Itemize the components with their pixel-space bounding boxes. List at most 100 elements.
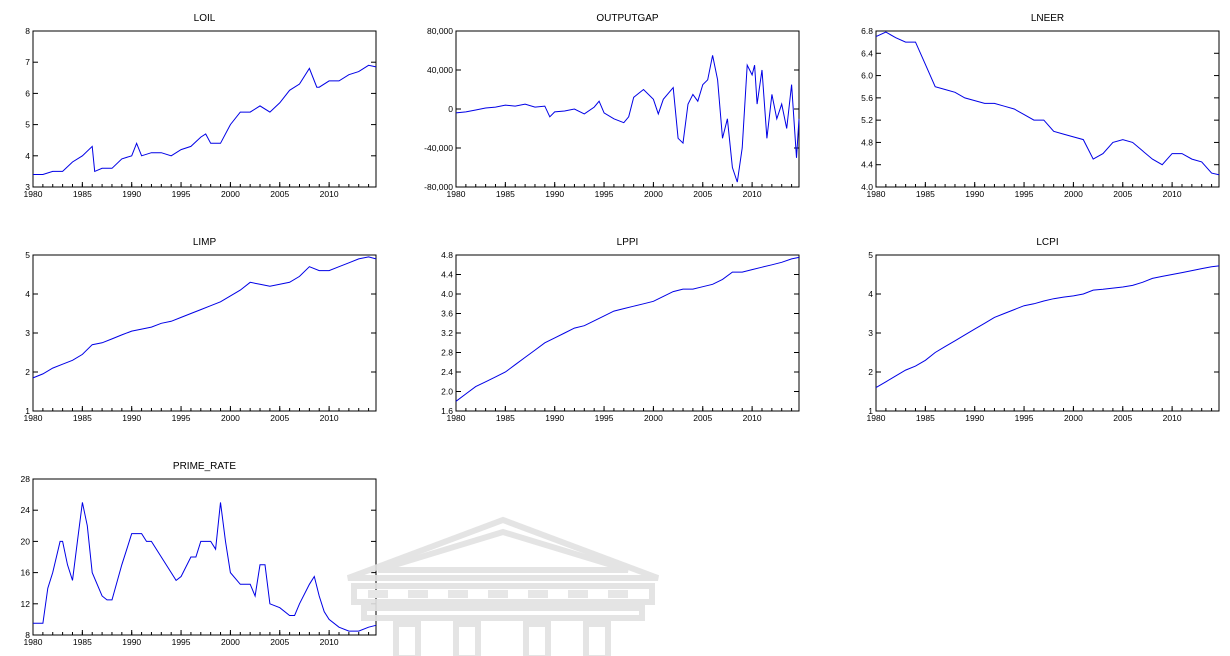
y-tick-label: 1	[25, 406, 30, 416]
plot-frame	[32, 478, 377, 636]
y-tick-label: 4.8	[441, 250, 453, 260]
x-tick-label: 1990	[122, 413, 141, 423]
y-tick-label: 4.8	[861, 137, 873, 147]
y-tick-label: 16	[21, 568, 31, 578]
chart-panel-3: LIMP 1 2 3 4 5 1980 1985 1990 1995 2000 2005 2010	[24, 237, 377, 423]
x-tick-label: 1995	[172, 413, 191, 423]
y-tick-label: 3	[25, 182, 30, 192]
y-tick-label: 4.0	[441, 289, 453, 299]
y-tick-label: 4	[25, 289, 30, 299]
plot-frame	[455, 254, 800, 412]
chart-title: LCPI	[1036, 237, 1058, 248]
y-tick-label: -80,000	[424, 182, 453, 192]
y-tick-label: 3	[25, 328, 30, 338]
y-tick-label: 8	[25, 630, 30, 640]
plot-frame	[32, 254, 377, 412]
series-line-0	[455, 256, 800, 402]
chart-panel-2: LNEER 4.0 4.4 4.8 5.2 5.6 6.0 6.4 6.8 1980 1985 199…	[861, 13, 1220, 199]
x-tick-label: 1985	[916, 413, 935, 423]
x-tick-label: 1985	[496, 413, 515, 423]
plot-frame	[32, 30, 377, 188]
chart-panel-0: LOIL 3 4 5 6 7 8 1980 1985 1990 1995 2000 2005 2010	[24, 13, 377, 199]
x-tick-label: 2010	[743, 189, 762, 199]
y-tick-label: 5	[868, 250, 873, 260]
x-tick-label: 1980	[867, 189, 886, 199]
x-tick-label: 1980	[867, 413, 886, 423]
x-tick-label: 1990	[545, 189, 564, 199]
y-tick-label: 7	[25, 57, 30, 67]
x-tick-label: 1995	[172, 189, 191, 199]
y-tick-label: 4.4	[861, 160, 873, 170]
y-tick-label: 3.6	[441, 309, 453, 319]
chart-title: PRIME_RATE	[173, 461, 236, 472]
y-tick-label: 6	[25, 88, 30, 98]
chart-panel-6: PRIME_RATE 8 12 16 20 24 28 1980 1985 1990 1995 200…	[21, 461, 377, 647]
x-tick-label: 1985	[73, 637, 92, 647]
y-tick-label: 4	[25, 151, 30, 161]
x-tick-label: 1995	[595, 189, 614, 199]
series-line-0	[33, 502, 377, 632]
x-tick-label: 2010	[1163, 189, 1182, 199]
chart-panel-4: LPPI 1.6 2.0 2.4 2.8 3.2 3.6 4.0 4.4 4.8 1980 1985 1…	[441, 237, 800, 423]
y-tick-label: 3	[868, 328, 873, 338]
y-tick-label: 6.4	[861, 48, 873, 58]
plot-frame	[455, 30, 800, 188]
y-tick-label: 40,000	[427, 65, 453, 75]
x-tick-label: 2010	[1163, 413, 1182, 423]
x-tick-label: 1980	[24, 189, 43, 199]
x-tick-label: 2000	[1064, 413, 1083, 423]
x-tick-label: 2000	[221, 413, 240, 423]
y-tick-label: 3.2	[441, 328, 453, 338]
x-tick-label: 1995	[1015, 413, 1034, 423]
x-tick-label: 1995	[595, 413, 614, 423]
y-tick-label: 4.0	[861, 182, 873, 192]
y-tick-label: 1	[868, 406, 873, 416]
x-tick-label: 2005	[270, 413, 289, 423]
x-tick-label: 2005	[693, 189, 712, 199]
y-tick-label: 12	[21, 599, 31, 609]
x-tick-label: 1985	[73, 189, 92, 199]
x-tick-label: 2005	[693, 413, 712, 423]
x-tick-label: 2005	[270, 637, 289, 647]
x-tick-label: 1980	[447, 189, 466, 199]
x-tick-label: 2000	[221, 189, 240, 199]
x-tick-label: 2010	[320, 637, 339, 647]
y-tick-label: 2	[868, 367, 873, 377]
building-columns-watermark-icon	[346, 516, 660, 656]
x-tick-label: 2010	[743, 413, 762, 423]
x-tick-label: 1980	[24, 413, 43, 423]
chart-title: LIMP	[193, 237, 217, 248]
y-tick-label: 4	[868, 289, 873, 299]
x-tick-label: 2000	[221, 637, 240, 647]
y-tick-label: 5.6	[861, 93, 873, 103]
y-tick-label: 0	[448, 104, 453, 114]
x-tick-label: 2010	[320, 189, 339, 199]
y-tick-label: 2.4	[441, 367, 453, 377]
x-tick-label: 1980	[24, 637, 43, 647]
y-tick-label: 2.0	[441, 387, 453, 397]
chart-title: LOIL	[194, 13, 216, 24]
chart-title: LPPI	[617, 237, 639, 248]
y-tick-label: 4.4	[441, 270, 453, 280]
y-tick-label: 2.8	[441, 348, 453, 358]
chart-panel-5: LCPI 1 2 3 4 5 1980 1985 1990 1995 2000 2005 2010	[867, 237, 1220, 423]
x-tick-label: 2000	[1064, 189, 1083, 199]
y-tick-label: 24	[21, 505, 31, 515]
x-tick-label: 1990	[122, 637, 141, 647]
y-tick-label: 5	[25, 250, 30, 260]
y-tick-label: 6.8	[861, 26, 873, 36]
y-tick-label: 20	[21, 536, 31, 546]
x-tick-label: 1995	[1015, 189, 1034, 199]
plot-frame	[875, 254, 1220, 412]
y-tick-label: 5.2	[861, 115, 873, 125]
y-tick-label: 8	[25, 26, 30, 36]
x-tick-label: 1990	[545, 413, 564, 423]
x-tick-label: 2000	[644, 413, 663, 423]
series-line-0	[33, 64, 377, 175]
chart-title: OUTPUTGAP	[596, 13, 659, 24]
series-line-0	[875, 265, 1220, 389]
x-tick-label: 1985	[916, 189, 935, 199]
x-tick-label: 1990	[122, 189, 141, 199]
series-line-0	[455, 55, 800, 183]
